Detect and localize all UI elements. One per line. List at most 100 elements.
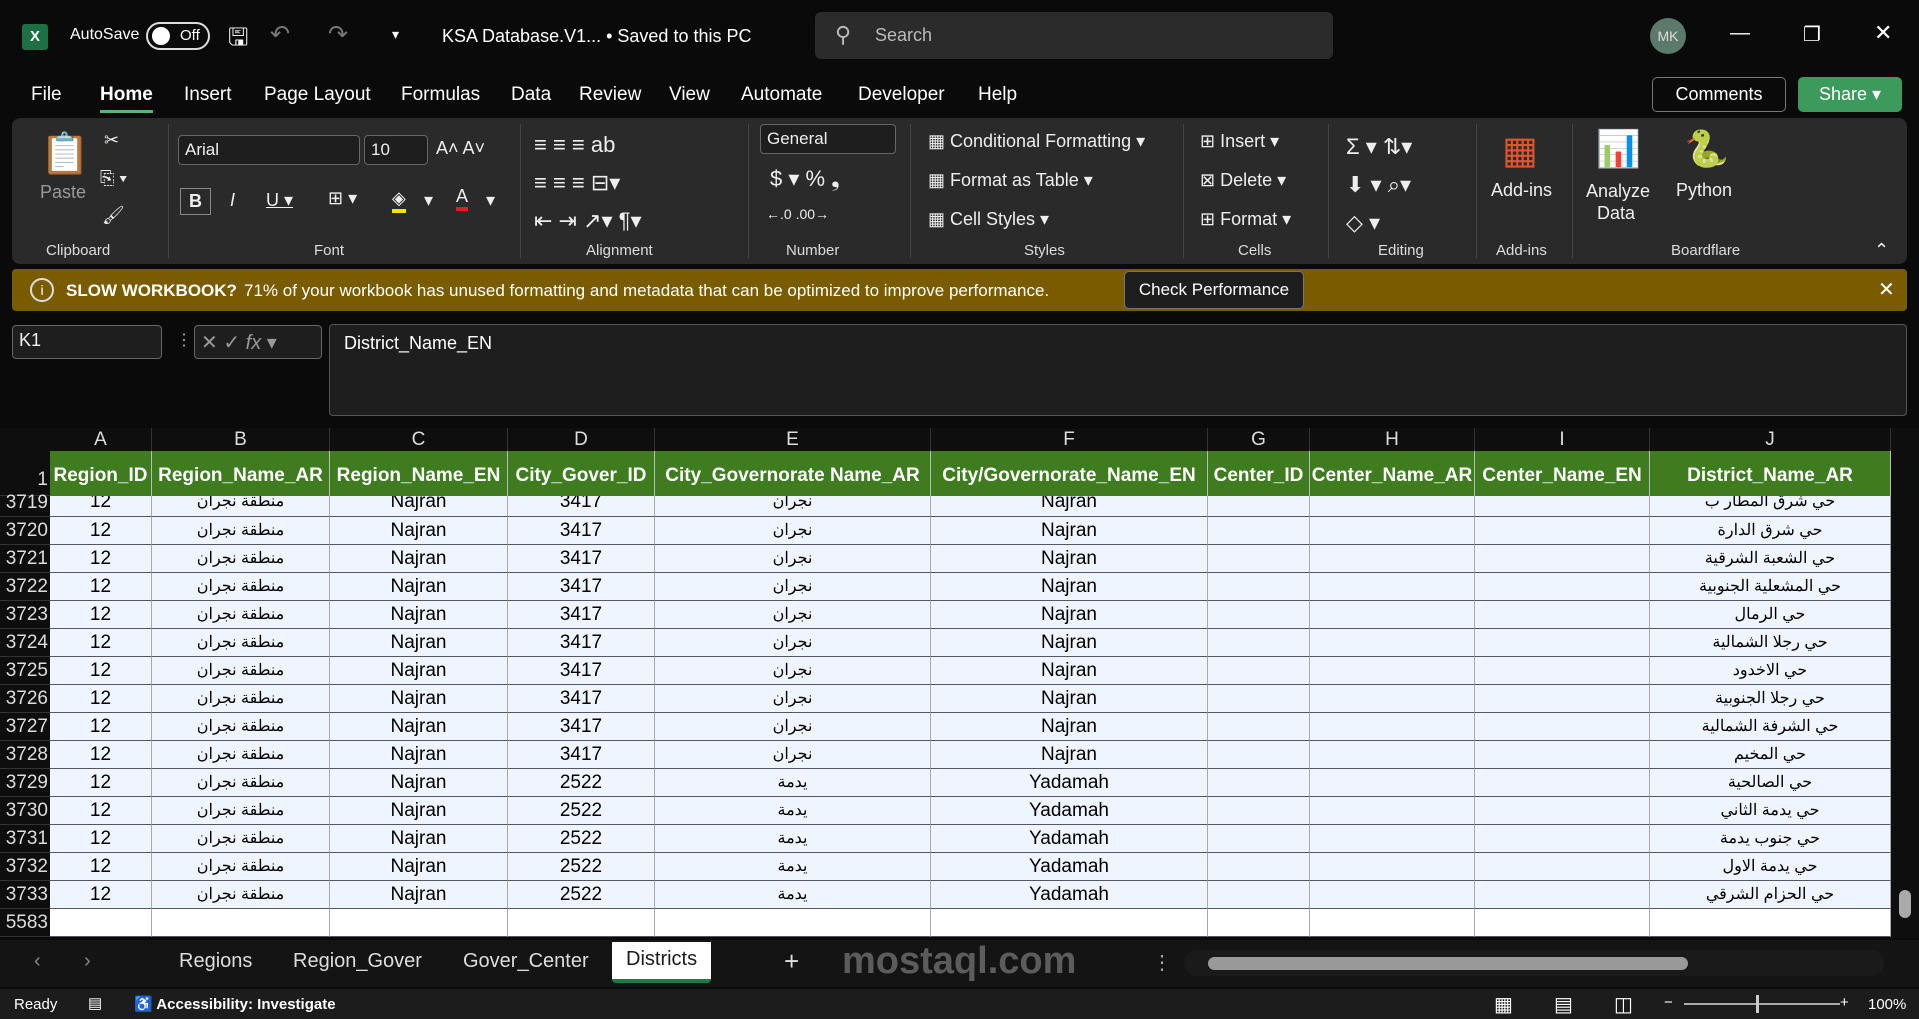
- tab-page-layout[interactable]: Page Layout: [264, 84, 371, 105]
- table-cell[interactable]: 3417: [508, 496, 655, 517]
- table-cell[interactable]: 3417: [508, 685, 655, 713]
- sheet-tab-regions[interactable]: Regions: [179, 950, 253, 972]
- undo-icon[interactable]: ↶: [270, 21, 291, 48]
- table-cell[interactable]: حي جنوب يدمة: [1650, 825, 1891, 853]
- table-cell[interactable]: منطقة نجران: [152, 601, 330, 629]
- table-cell[interactable]: 3417: [508, 545, 655, 573]
- avatar[interactable]: MK: [1650, 18, 1686, 54]
- table-cell[interactable]: يدمة: [655, 881, 931, 909]
- table-cell[interactable]: يدمة: [655, 797, 931, 825]
- table-cell[interactable]: Najran: [931, 657, 1208, 685]
- table-cell[interactable]: [1310, 573, 1475, 601]
- table-cell[interactable]: 3417: [508, 657, 655, 685]
- table-cell[interactable]: 2522: [508, 797, 655, 825]
- column-header-f[interactable]: F: [931, 428, 1208, 451]
- table-cell[interactable]: Najran: [330, 853, 508, 881]
- share-button[interactable]: Share ▾: [1798, 77, 1902, 112]
- sheet-tab-region-gover[interactable]: Region_Gover: [293, 950, 422, 972]
- bold-button[interactable]: B: [180, 188, 211, 215]
- table-cell[interactable]: [1650, 909, 1891, 937]
- scroll-tabs-right-icon[interactable]: ›: [84, 950, 91, 972]
- fill-color-icon[interactable]: ◈: [392, 188, 406, 213]
- table-cell[interactable]: 12: [50, 825, 152, 853]
- row-header[interactable]: 3722: [0, 573, 50, 601]
- column-header-d[interactable]: D: [508, 428, 655, 451]
- table-cell[interactable]: 2522: [508, 825, 655, 853]
- table-cell[interactable]: 12: [50, 545, 152, 573]
- table-cell[interactable]: Najran: [330, 713, 508, 741]
- table-cell[interactable]: [1310, 713, 1475, 741]
- format-as-table-button[interactable]: ▦ Format as Table ▾: [928, 170, 1093, 190]
- table-cell[interactable]: حي رجلا الشمالية: [1650, 629, 1891, 657]
- table-cell[interactable]: نجران: [655, 601, 931, 629]
- table-cell[interactable]: [1208, 909, 1310, 937]
- horizontal-scrollbar-thumb[interactable]: [1208, 957, 1688, 970]
- table-cell[interactable]: نجران: [655, 545, 931, 573]
- table-cell[interactable]: نجران: [655, 657, 931, 685]
- table-cell[interactable]: منطقة نجران: [152, 825, 330, 853]
- table-cell[interactable]: Najran: [931, 685, 1208, 713]
- table-cell[interactable]: Najran: [330, 797, 508, 825]
- column-header-g[interactable]: G: [1208, 428, 1310, 451]
- addins-icon[interactable]: ▦: [1502, 130, 1538, 172]
- table-cell[interactable]: حي شرق المطار ب: [1650, 496, 1891, 517]
- decimal-icons[interactable]: ←.0 .00→: [766, 206, 830, 222]
- sheet-tab-districts[interactable]: Districts: [612, 942, 712, 983]
- table-cell[interactable]: [1208, 573, 1310, 601]
- table-cell[interactable]: Yadamah: [931, 881, 1208, 909]
- table-cell[interactable]: [1475, 496, 1650, 517]
- scrollbar-thumb[interactable]: [1899, 890, 1911, 918]
- table-cell[interactable]: 12: [50, 629, 152, 657]
- table-cell[interactable]: 12: [50, 713, 152, 741]
- tab-developer[interactable]: Developer: [858, 84, 945, 105]
- add-sheet-icon[interactable]: +: [784, 946, 800, 976]
- formula-input[interactable]: District_Name_EN: [329, 324, 1907, 416]
- table-cell[interactable]: [1310, 909, 1475, 937]
- table-cell[interactable]: [1208, 713, 1310, 741]
- restore-icon[interactable]: ❐: [1803, 24, 1821, 46]
- table-cell[interactable]: منطقة نجران: [152, 517, 330, 545]
- redo-icon[interactable]: ↷: [328, 21, 349, 48]
- table-cell[interactable]: 12: [50, 496, 152, 517]
- table-cell[interactable]: [1310, 545, 1475, 573]
- table-cell[interactable]: Najran: [330, 545, 508, 573]
- borders-icon[interactable]: ⊞ ▾: [328, 188, 358, 208]
- table-cell[interactable]: حي الاخدود: [1650, 657, 1891, 685]
- column-header-e[interactable]: E: [655, 428, 931, 451]
- table-cell[interactable]: Yadamah: [931, 853, 1208, 881]
- table-cell[interactable]: Najran: [330, 517, 508, 545]
- table-cell[interactable]: [1208, 685, 1310, 713]
- header-cell[interactable]: City_Governorate Name_AR: [655, 451, 931, 496]
- table-cell[interactable]: يدمة: [655, 825, 931, 853]
- table-cell[interactable]: Najran: [330, 825, 508, 853]
- format-cells-button[interactable]: ⊞ Format ▾: [1200, 209, 1292, 229]
- accessibility-status[interactable]: ♿ Accessibility: Investigate: [134, 996, 336, 1013]
- table-cell[interactable]: Yadamah: [931, 825, 1208, 853]
- table-cell[interactable]: [1310, 517, 1475, 545]
- table-cell[interactable]: حي يدمة الاول: [1650, 853, 1891, 881]
- table-cell[interactable]: [1310, 685, 1475, 713]
- table-cell[interactable]: Yadamah: [931, 797, 1208, 825]
- header-cell[interactable]: Center_Name_AR: [1310, 451, 1475, 496]
- zoom-level[interactable]: 100%: [1868, 996, 1907, 1013]
- save-icon[interactable]: 🖫: [228, 24, 249, 51]
- table-cell[interactable]: 3417: [508, 741, 655, 769]
- table-cell[interactable]: حي المخيم: [1650, 741, 1891, 769]
- table-cell[interactable]: نجران: [655, 741, 931, 769]
- table-cell[interactable]: [1208, 825, 1310, 853]
- copy-icon[interactable]: ⎘ ▾: [100, 168, 127, 188]
- table-cell[interactable]: [1208, 545, 1310, 573]
- file-title[interactable]: KSA Database.V1... • Saved to this PC: [442, 26, 752, 46]
- format-painter-icon[interactable]: 🖌: [102, 205, 125, 225]
- table-cell[interactable]: [1208, 769, 1310, 797]
- table-cell[interactable]: Najran: [330, 657, 508, 685]
- table-cell[interactable]: 12: [50, 685, 152, 713]
- header-cell[interactable]: Center_ID: [1208, 451, 1310, 496]
- table-cell[interactable]: [1208, 517, 1310, 545]
- cell-styles-button[interactable]: ▦ Cell Styles ▾: [928, 209, 1050, 229]
- collapse-ribbon-icon[interactable]: ⌃: [1874, 240, 1890, 260]
- table-cell[interactable]: Yadamah: [931, 769, 1208, 797]
- table-cell[interactable]: منطقة نجران: [152, 629, 330, 657]
- table-cell[interactable]: [1208, 601, 1310, 629]
- table-cell[interactable]: [1475, 573, 1650, 601]
